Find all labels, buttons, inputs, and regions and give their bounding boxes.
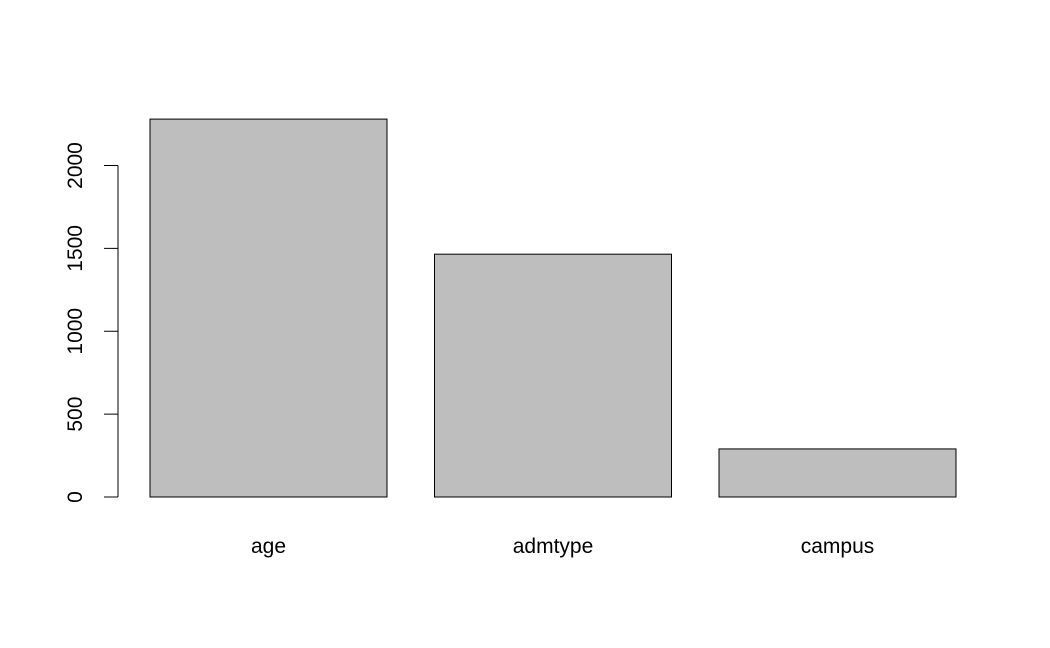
y-tick-label-0: 0 (64, 491, 87, 503)
y-tick-label-1000: 1000 (64, 308, 87, 355)
bar-age (149, 118, 388, 498)
y-tick-label-2000: 2000 (64, 142, 87, 189)
y-tick-label-1500: 1500 (64, 225, 87, 272)
x-tick-label-admtype: admtype (513, 535, 594, 558)
y-axis: 0 500 1000 1500 2000 (64, 142, 119, 503)
bar-campus (718, 448, 957, 498)
bar-admtype (434, 253, 672, 498)
x-tick-label-campus: campus (801, 535, 875, 558)
x-tick-label-age: age (251, 535, 286, 558)
y-tick-label-500: 500 (64, 397, 87, 432)
bars-layer (149, 118, 957, 498)
x-axis-labels: age admtype campus (251, 535, 874, 558)
